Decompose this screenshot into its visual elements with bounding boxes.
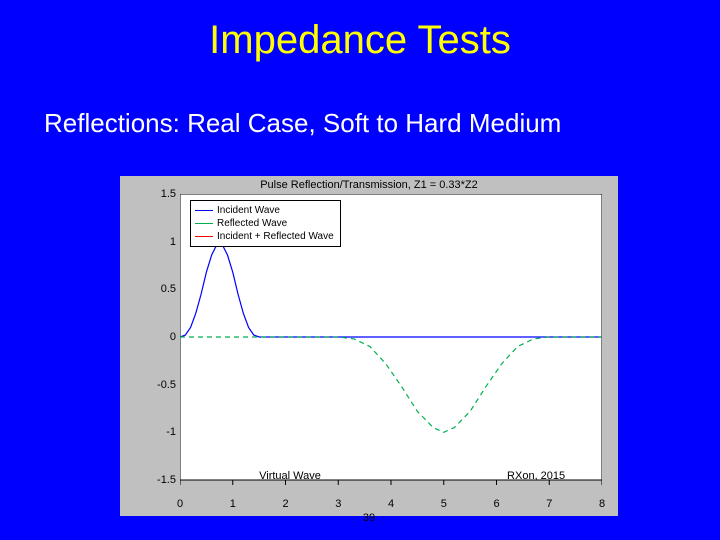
xtick-label: 8 bbox=[587, 498, 617, 510]
legend-swatch bbox=[195, 210, 213, 211]
virtual-wave-label: Virtual Wave bbox=[259, 470, 321, 482]
figure: Pulse Reflection/Transmission, Z1 = 0.33… bbox=[120, 176, 618, 516]
legend-label: Incident + Reflected Wave bbox=[217, 230, 334, 243]
subtitle: Reflections: Real Case, Soft to Hard Med… bbox=[44, 108, 561, 139]
legend-item: Incident Wave bbox=[195, 204, 334, 217]
credit-label: RXon, 2015 bbox=[507, 470, 565, 482]
ytick-label: 1 bbox=[136, 236, 176, 248]
legend: Incident WaveReflected WaveIncident + Re… bbox=[190, 200, 341, 247]
page-title: Impedance Tests bbox=[0, 18, 720, 63]
ytick-label: -1 bbox=[136, 426, 176, 438]
ytick-label: 0 bbox=[136, 331, 176, 343]
legend-item: Incident + Reflected Wave bbox=[195, 230, 334, 243]
plot-title: Pulse Reflection/Transmission, Z1 = 0.33… bbox=[120, 179, 618, 191]
xtick-label: 3 bbox=[323, 498, 353, 510]
legend-label: Reflected Wave bbox=[217, 217, 287, 230]
xtick-label: 7 bbox=[534, 498, 564, 510]
legend-swatch bbox=[195, 236, 213, 237]
xtick-label: 6 bbox=[482, 498, 512, 510]
xtick-label: 2 bbox=[271, 498, 301, 510]
ytick-label: 1.5 bbox=[136, 188, 176, 200]
ytick-label: 0.5 bbox=[136, 283, 176, 295]
ytick-label: -1.5 bbox=[136, 474, 176, 486]
xtick-label: 5 bbox=[429, 498, 459, 510]
legend-label: Incident Wave bbox=[217, 204, 280, 217]
legend-swatch bbox=[195, 223, 213, 224]
slide: Impedance Tests Reflections: Real Case, … bbox=[0, 0, 720, 540]
xtick-label: 0 bbox=[165, 498, 195, 510]
legend-item: Reflected Wave bbox=[195, 217, 334, 230]
x-axis-label: 39 bbox=[120, 512, 618, 524]
xtick-label: 4 bbox=[376, 498, 406, 510]
ytick-label: -0.5 bbox=[136, 379, 176, 391]
xtick-label: 1 bbox=[218, 498, 248, 510]
